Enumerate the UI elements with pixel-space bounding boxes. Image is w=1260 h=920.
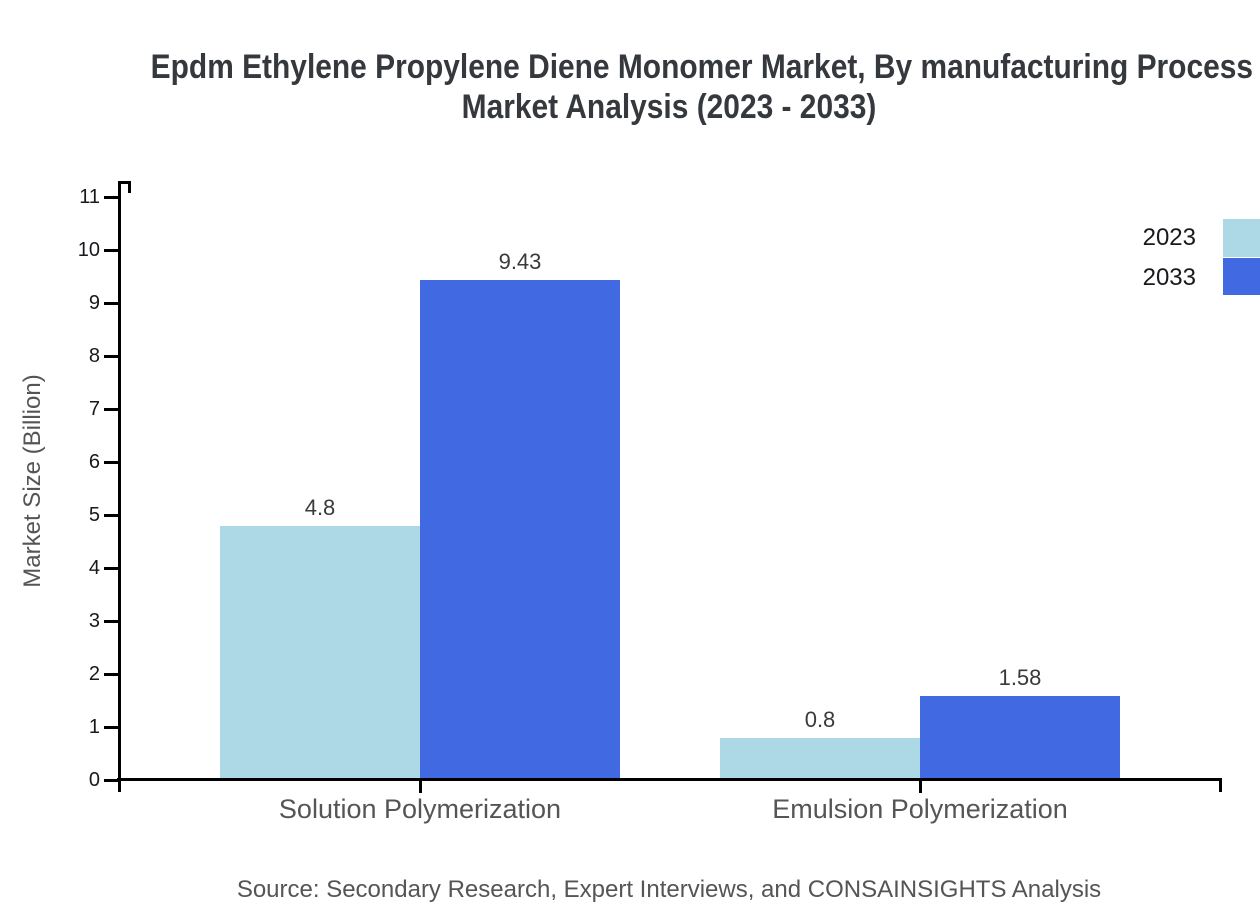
x-axis-end-tick xyxy=(1219,778,1222,792)
y-tick xyxy=(104,567,118,570)
y-tick xyxy=(104,726,118,729)
y-tick xyxy=(104,355,118,358)
bar-value-label: 9.43 xyxy=(498,249,542,274)
y-tick-label: 8 xyxy=(88,345,100,367)
x-category-label: Solution Polymerization xyxy=(278,794,562,824)
x-axis-line xyxy=(117,778,1222,781)
y-tick-label: 11 xyxy=(79,186,100,208)
bar-value-label: 4.8 xyxy=(304,495,336,520)
y-tick xyxy=(104,620,118,623)
y-tick xyxy=(104,779,118,782)
y-tick xyxy=(104,249,118,252)
y-axis-top-cap xyxy=(118,181,131,184)
y-tick-label: 3 xyxy=(88,610,100,632)
y-tick-label: 10 xyxy=(77,239,100,261)
bar-value-label: 0.8 xyxy=(804,707,836,732)
y-tick-label: 6 xyxy=(88,451,100,473)
y-tick-label: 5 xyxy=(88,504,100,526)
legend-label-2023: 2023 xyxy=(1142,224,1196,251)
y-tick-label: 2 xyxy=(88,663,100,685)
x-category-tick xyxy=(419,781,422,793)
y-tick-label: 7 xyxy=(88,398,100,420)
y-tick-label: 0 xyxy=(88,769,100,791)
legend-swatch-2033 xyxy=(1223,258,1260,295)
bar xyxy=(720,738,920,781)
bar-value-label: 1.58 xyxy=(998,665,1042,690)
y-tick-label: 9 xyxy=(88,292,100,314)
legend-swatch-2023 xyxy=(1223,219,1260,257)
y-tick xyxy=(104,408,118,411)
y-tick-label: 4 xyxy=(88,557,100,579)
y-tick xyxy=(104,302,118,305)
y-tick xyxy=(104,461,118,464)
bar xyxy=(420,280,620,781)
x-category-label: Emulsion Polymerization xyxy=(772,794,1068,824)
y-axis-top-cap-tick xyxy=(128,181,131,193)
chart-title-line-1: Epdm Ethylene Propylene Diene Monomer Ma… xyxy=(150,48,1254,86)
chart-title-line-2: Market Analysis (2023 - 2033) xyxy=(461,88,877,126)
x-category-tick xyxy=(919,781,922,793)
legend-label-2033: 2033 xyxy=(1142,264,1196,291)
bar xyxy=(920,696,1120,781)
y-axis-line xyxy=(118,181,121,792)
y-tick-label: 1 xyxy=(88,716,100,738)
y-tick xyxy=(104,514,118,517)
bar xyxy=(220,526,420,781)
source-text: Source: Secondary Research, Expert Inter… xyxy=(236,876,1102,903)
y-tick xyxy=(104,673,118,676)
y-tick xyxy=(104,196,118,199)
